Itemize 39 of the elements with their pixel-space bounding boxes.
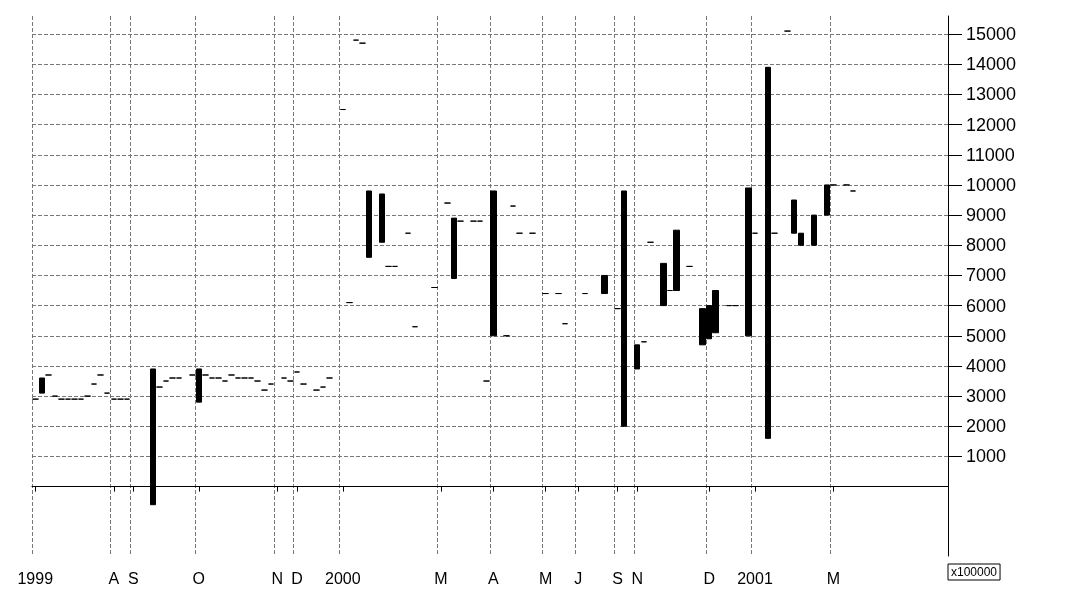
candlestick <box>811 214 817 246</box>
candlestick <box>39 377 45 394</box>
candlestick <box>601 274 608 295</box>
candlestick <box>490 190 497 337</box>
y-tick-label: 2000 <box>966 416 1007 437</box>
y-tick-label: 15000 <box>966 24 1017 45</box>
x-tick-label: A <box>108 569 120 587</box>
x-tick-label: M <box>538 569 553 587</box>
y-tick-label: 3000 <box>966 386 1007 407</box>
candlestick <box>366 190 372 258</box>
y-tick-label: 5000 <box>966 325 1007 346</box>
x-tick-label: J <box>574 569 583 587</box>
y-tick-label: 13000 <box>966 84 1017 105</box>
x-tick-label: S <box>128 569 139 587</box>
y-tick-label: 11000 <box>966 144 1015 165</box>
x-tick-label: N <box>631 569 643 587</box>
y-tick-label: 9000 <box>966 205 1007 226</box>
y-tick-label: 6000 <box>966 295 1007 316</box>
x-tick-label: N <box>271 569 284 587</box>
y-tick-label: 8000 <box>966 235 1007 256</box>
y-tick-label: 7000 <box>966 265 1007 286</box>
candlestick <box>634 344 640 370</box>
x-tick-label: M <box>826 569 841 587</box>
y-axis-title: x100000 <box>951 565 998 579</box>
x-tick-label: S <box>612 569 623 587</box>
x-tick-label: 2000 <box>324 569 361 587</box>
x-tick-label: M <box>434 569 448 587</box>
y-tick-label: 1000 <box>966 446 1007 467</box>
x-tick-label: D <box>703 569 715 587</box>
candlestick <box>379 193 385 243</box>
x-tick-label: O <box>192 569 206 587</box>
x-tick-label: 2001 <box>737 569 773 587</box>
y-tick-label: 4000 <box>966 355 1007 376</box>
x-tick-label: A <box>487 569 499 587</box>
y-tick-label: 10000 <box>966 174 1017 195</box>
y-tick-label: 12000 <box>966 114 1017 135</box>
x-tick-label: 1999 <box>17 569 54 587</box>
y-tick-label: 14000 <box>966 54 1017 75</box>
x-tick-label: D <box>291 569 303 587</box>
